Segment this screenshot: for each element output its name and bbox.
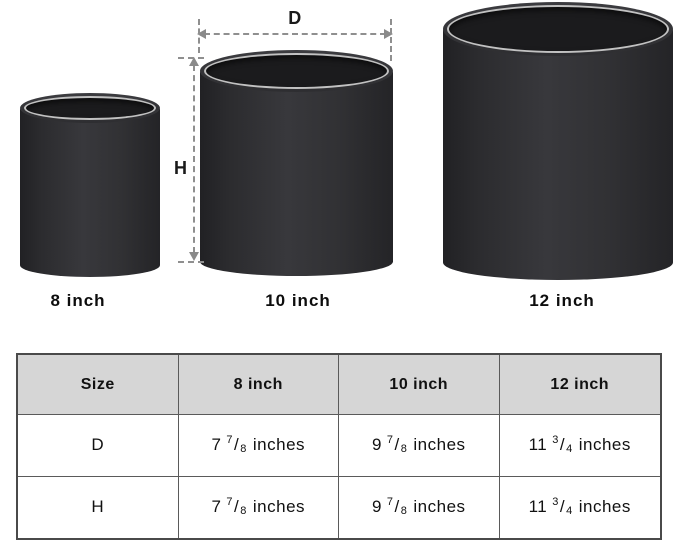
pot-12-inch-opening: [447, 5, 669, 53]
height-tick-bottom: [178, 261, 204, 263]
pot-10-inch: [200, 50, 393, 276]
table-cell-d-12-inch: 11 3/4 inches: [499, 415, 660, 477]
value-unit: inches: [578, 435, 631, 455]
table-row-h-label: H: [18, 476, 179, 538]
pot-10-inch-opening: [204, 53, 389, 89]
pot-8-inch-body: [20, 108, 160, 277]
value-whole: 9: [371, 497, 382, 517]
value-whole: 7: [211, 497, 222, 517]
diameter-guide-right: [390, 19, 392, 61]
height-dimension-label: H: [174, 158, 188, 178]
height-arrow-line: [193, 65, 195, 253]
value-whole: 9: [371, 435, 382, 455]
value-unit: inches: [578, 497, 631, 517]
arrow-left-icon: [197, 29, 206, 39]
pot-12-inch: [443, 2, 673, 280]
fraction-slash: /: [394, 497, 400, 517]
fraction-slash: /: [559, 435, 566, 455]
table-header-10-inch: 10 inch: [339, 355, 500, 415]
pot-12-inch-body: [443, 29, 673, 280]
pot-12-inch-label: 12 inch: [529, 291, 595, 310]
height-tick-top: [178, 57, 204, 59]
diameter-guide-left: [198, 19, 200, 53]
fraction-slash: /: [559, 497, 566, 517]
value-unit: inches: [252, 435, 306, 455]
value-unit: inches: [252, 497, 306, 517]
pot-8-inch-rim: [20, 93, 160, 123]
fraction-slash: /: [394, 435, 400, 455]
size-spec-table: Size 8 inch 10 inch 12 inch D 7 7/8 inches…: [16, 353, 662, 540]
value-unit: inches: [413, 497, 466, 517]
table-row-d-label: D: [18, 415, 179, 477]
value-whole: 7: [211, 435, 222, 455]
value-unit: inches: [413, 435, 466, 455]
table-header-12-inch: 12 inch: [499, 355, 660, 415]
pot-12-inch-rim: [443, 2, 673, 56]
pot-8-inch: [20, 93, 160, 277]
pot-8-inch-opening: [24, 96, 156, 120]
pot-10-inch-body: [200, 71, 393, 276]
diameter-dimension-label: D: [288, 8, 302, 28]
diameter-arrow-line: [204, 33, 386, 35]
table-header-8-inch: 8 inch: [178, 355, 339, 415]
pot-8-inch-label: 8 inch: [50, 291, 106, 310]
table-cell-h-8-inch: 7 7/8 inches: [179, 476, 339, 538]
arrow-right-icon: [384, 29, 393, 39]
arrow-down-icon: [189, 252, 199, 261]
value-whole: 11: [528, 435, 548, 455]
table-header-size: Size: [18, 355, 179, 415]
fraction-slash: /: [234, 435, 240, 455]
table-cell-h-12-inch: 11 3/4 inches: [528, 496, 631, 518]
pot-10-inch-label: 10 inch: [265, 291, 331, 310]
pot-10-inch-rim: [200, 50, 393, 92]
value-whole: 11: [528, 497, 548, 517]
fraction-slash: /: [234, 497, 240, 517]
table-cell-d-10-inch: 9 7/8 inches: [339, 415, 500, 477]
arrow-up-icon: [189, 57, 199, 66]
table-cell-d-8-inch: 7 7/8 inches: [178, 415, 339, 477]
table-cell-h-10-inch: 9 7/8 inches: [339, 476, 500, 538]
